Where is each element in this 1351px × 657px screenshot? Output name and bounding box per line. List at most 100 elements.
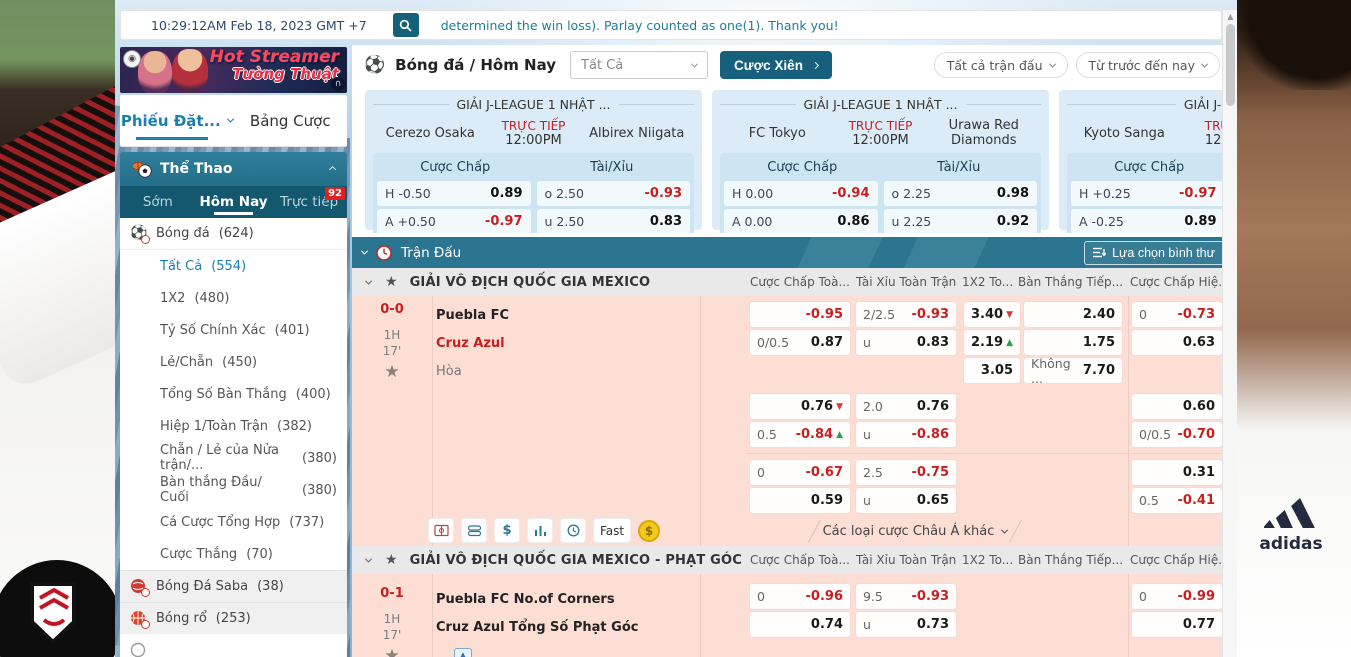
over-under-odds-cell[interactable]: u 2.25 0.92	[883, 209, 1037, 233]
chevron-down-icon[interactable]	[364, 277, 373, 285]
match-filter-pill[interactable]: Tất cả trận đấu	[933, 52, 1068, 78]
sidebar-item-hiep-1-toan-tran[interactable]: Hiệp 1/Toàn Trận (382)	[120, 410, 347, 442]
odds-cell-hdp2[interactable]: 0 -0.99	[1132, 584, 1222, 609]
chevron-right-icon	[811, 61, 819, 69]
team-name[interactable]: Cruz Azul Tổng Số Phạt Góc	[436, 619, 639, 635]
view-options-button[interactable]: Lựa chọn bình thư	[1084, 240, 1222, 265]
odds-cell-ou[interactable]: 2.0 0.76	[856, 394, 956, 419]
sidebar-item-bong-ro[interactable]: Bóng rổ (253)	[120, 602, 347, 634]
favorite-star-icon[interactable]: ★	[385, 274, 398, 290]
over-under-odds-cell[interactable]: o 2.25 0.98	[883, 181, 1037, 206]
odds-cell-ng[interactable]: 2.40	[1024, 302, 1122, 327]
chevron-down-icon[interactable]	[364, 555, 373, 563]
chart-button[interactable]	[527, 518, 553, 543]
odds-cell-ou[interactable]: 9.5 -0.93	[856, 584, 956, 609]
odds-cell-ou[interactable]: u -0.86	[856, 422, 956, 447]
featured-card[interactable]: GIẢI J-LEAGUE 1 NHẬT ... FC Tokyo TRỰC TIẾ…	[712, 90, 1049, 233]
sidebar-item-cuoc-thang[interactable]: Cược Thắng (70)	[120, 538, 347, 570]
league-filter-select[interactable]: Tất Cả	[570, 51, 709, 79]
odds-cell-ng[interactable]: 1.75	[1024, 330, 1122, 355]
subtab-som[interactable]: Sớm	[120, 186, 196, 218]
odds-cell-ou[interactable]: u 0.73	[856, 612, 956, 637]
odds-cell-hdp[interactable]: -0.95	[750, 302, 850, 327]
odds-cell-hdp2[interactable]: 0.63	[1132, 330, 1222, 355]
subtab-hom-nay[interactable]: Hôm Nay	[196, 186, 272, 218]
handicap-odds-cell[interactable]: A 0.00 0.86	[724, 209, 878, 233]
history-button[interactable]	[560, 518, 586, 543]
odds-cell-ou[interactable]: u 0.83	[856, 330, 956, 355]
sidebar-item-count: (400)	[295, 386, 331, 402]
cashout-coin-icon[interactable]: $	[638, 519, 660, 542]
sidebar-item-label: Tỷ Số Chính Xác	[160, 322, 266, 338]
odds-cell-hdp2[interactable]: 0.31	[1132, 460, 1222, 485]
featured-card[interactable]: GIẢI J-LEAGUE 1 NHẬT ... Cerezo Osaka TRỰC…	[365, 90, 702, 233]
pitch-button[interactable]	[428, 518, 454, 543]
odds-cell-hdp2[interactable]: 0 -0.73	[1132, 302, 1222, 327]
fast-market-button[interactable]: Fast	[593, 518, 631, 543]
more-asian-bets-button[interactable]: Các loại cược Châu Á khác	[750, 518, 1080, 544]
favorite-star-icon[interactable]: ★	[385, 552, 398, 568]
team-name[interactable]: Cruz Azul	[436, 335, 505, 351]
odds-cell-hdp2[interactable]: 0.60	[1132, 394, 1222, 419]
search-button[interactable]	[392, 13, 419, 37]
sidebar-item-next-partial[interactable]	[120, 634, 347, 657]
odds-cell-hdp[interactable]: 0 -0.96	[750, 584, 850, 609]
promo-banner[interactable]: ◉ Hot Streamer Tường Thuật ∩	[120, 47, 347, 93]
odds-cell-hdp[interactable]: 0.59	[750, 488, 850, 513]
sidebar-item-bong-da-saba[interactable]: Bóng Đá Saba (38)	[120, 570, 347, 602]
odds-cell-hdp[interactable]: 0.5 -0.84 ▲	[750, 422, 850, 447]
scrollbar[interactable]: ▲	[1222, 10, 1237, 657]
sidebar-item-ty-so-chinh-xac[interactable]: Tỷ Số Chính Xác (401)	[120, 314, 347, 346]
handicap-odds-cell[interactable]: A -0.25 0.89	[1071, 209, 1222, 233]
chevron-down-icon[interactable]	[360, 247, 369, 255]
odds-cell-ou[interactable]: 2/2.5 -0.93	[856, 302, 956, 327]
team-name[interactable]: Puebla FC No.of Corners	[436, 591, 615, 607]
odds-cell-hdp[interactable]: 0 -0.67	[750, 460, 850, 485]
over-under-odds-cell[interactable]: o 2.50 -0.93	[536, 181, 690, 206]
handicap-odds-cell[interactable]: H -0.50 0.89	[377, 181, 531, 206]
tab-bet-list[interactable]: Bảng Cược	[234, 95, 348, 146]
sidebar-item-bong-da[interactable]: ⚽ Bóng đá (624)	[120, 218, 347, 250]
team-name[interactable]: Puebla FC	[436, 307, 510, 323]
odds-cell-x12[interactable]: 3.05	[964, 358, 1020, 383]
sidebar-item-ban-thang-dau-cuoi[interactable]: Bàn thắng Đầu/ Cuối (380)	[120, 474, 347, 506]
odds-cell-ou[interactable]: 2.5 -0.75	[856, 460, 956, 485]
league-header-row[interactable]: ★ GIẢI VÔ ĐỊCH QUỐC GIA MEXICO - PHẠT GÓC…	[352, 546, 1222, 574]
odds-cell-hdp2[interactable]: 0/0.5 -0.70	[1132, 422, 1222, 447]
odds-cell-hdp[interactable]: 0.76 ▼	[750, 394, 850, 419]
odds-cell-hdp[interactable]: 0.74	[750, 612, 850, 637]
expand-row-icon[interactable]: ▲	[454, 648, 472, 657]
subtab-truc-tiep[interactable]: Trực tiếp 92	[271, 186, 347, 218]
sidebar-item-1x2[interactable]: 1X2 (480)	[120, 282, 347, 314]
team-name[interactable]: Hòa	[436, 363, 462, 379]
odds-cell-x12[interactable]: 3.40 ▼	[964, 302, 1020, 327]
time-filter-pill[interactable]: Từ trước đến nay	[1075, 52, 1220, 78]
odds-cell-hdp2[interactable]: 0.5 -0.41	[1132, 488, 1222, 513]
over-under-odds-cell[interactable]: u 2.50 0.83	[536, 209, 690, 233]
sidebar-item-chan-le-nua-tran[interactable]: Chẵn / Lẻ của Nửa trận/... (380)	[120, 442, 347, 474]
tab-bet-slip[interactable]: Phiếu Đặt...	[120, 95, 234, 146]
layers-button[interactable]	[461, 518, 487, 543]
sports-section-header[interactable]: Thể Thao	[120, 152, 347, 186]
dollar-button[interactable]: $	[494, 518, 520, 543]
handicap-odds-cell[interactable]: A +0.50 -0.97	[377, 209, 531, 233]
scroll-up-arrow[interactable]: ▲	[1227, 12, 1234, 21]
odds-cell-hdp[interactable]: 0/0.5 0.87	[750, 330, 850, 355]
sidebar-item-le-chan[interactable]: Lẻ/Chẵn (450)	[120, 346, 347, 378]
league-header-row[interactable]: ★ GIẢI VÔ ĐỊCH QUỐC GIA MEXICO Cược Chấp T…	[352, 268, 1222, 296]
odds-cell-x12[interactable]: 2.19 ▲	[964, 330, 1020, 355]
favorite-star-icon[interactable]: ★	[384, 362, 400, 382]
sidebar-item-tat-ca[interactable]: Tất Cả (554)	[120, 250, 347, 282]
odds-cell-hdp2[interactable]: 0.77	[1132, 612, 1222, 637]
favorite-star-icon[interactable]: ★	[384, 646, 400, 657]
odds-value: 3.40	[971, 307, 1004, 322]
handicap-odds-cell[interactable]: H 0.00 -0.94	[724, 181, 878, 206]
odds-cell-ng[interactable]: Không ... 7.70	[1024, 356, 1122, 386]
sidebar-item-ca-cuoc-tong-hop[interactable]: Cá Cược Tổng Hợp (737)	[120, 506, 347, 538]
featured-card[interactable]: GIẢI J-LEAGUE Kyoto Sanga TRỰC T12:00P Cược…	[1059, 90, 1222, 233]
scrollbar-thumb[interactable]	[1226, 24, 1235, 106]
parlay-button[interactable]: Cược Xiên	[720, 51, 832, 79]
sidebar-item-tong-so-ban-thang[interactable]: Tổng Số Bàn Thắng (400)	[120, 378, 347, 410]
handicap-odds-cell[interactable]: H +0.25 -0.97	[1071, 181, 1222, 206]
odds-cell-ou[interactable]: u 0.65	[856, 488, 956, 513]
